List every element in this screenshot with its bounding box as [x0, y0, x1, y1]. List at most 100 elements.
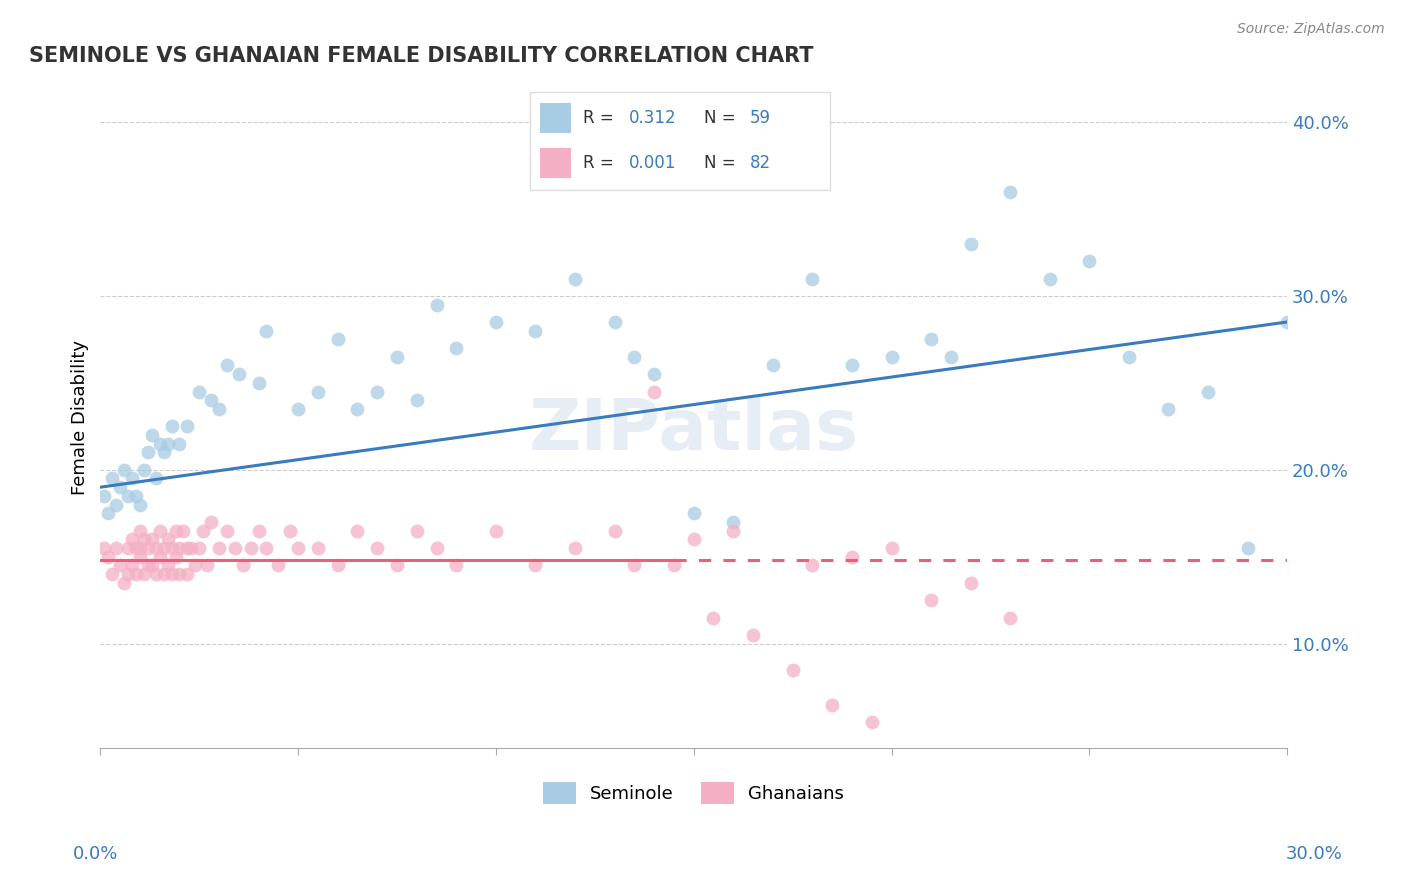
Point	[208, 401, 231, 416]
FancyBboxPatch shape	[530, 92, 831, 190]
Point	[112, 463, 135, 477]
Bar	[540, 148, 571, 178]
Point	[307, 384, 329, 399]
Point	[160, 419, 183, 434]
Point	[880, 541, 903, 555]
Point	[880, 350, 903, 364]
Point	[485, 315, 508, 329]
Point	[998, 610, 1021, 624]
Point	[287, 541, 309, 555]
Point	[267, 558, 290, 573]
Point	[156, 533, 179, 547]
Point	[129, 524, 152, 538]
Point	[1275, 315, 1298, 329]
Point	[112, 575, 135, 590]
Point	[215, 359, 238, 373]
Point	[121, 471, 143, 485]
Point	[682, 506, 704, 520]
Point	[141, 533, 163, 547]
Point	[228, 367, 250, 381]
Point	[1039, 271, 1062, 285]
Point	[564, 271, 586, 285]
Point	[136, 541, 159, 555]
Point	[346, 401, 368, 416]
Point	[643, 367, 665, 381]
Point	[165, 524, 187, 538]
Point	[169, 541, 191, 555]
Point	[132, 463, 155, 477]
Point	[256, 541, 278, 555]
Text: R =: R =	[583, 154, 613, 172]
Text: N =: N =	[703, 109, 735, 127]
Point	[959, 236, 981, 251]
Point	[152, 541, 174, 555]
Text: 0.0%: 0.0%	[73, 845, 118, 863]
Point	[346, 524, 368, 538]
Point	[184, 558, 207, 573]
Point	[156, 436, 179, 450]
Point	[108, 480, 131, 494]
Point	[136, 445, 159, 459]
Point	[188, 541, 211, 555]
Point	[623, 558, 645, 573]
Point	[287, 401, 309, 416]
Point	[172, 524, 194, 538]
Point	[603, 524, 626, 538]
Point	[208, 541, 231, 555]
Point	[723, 524, 745, 538]
Point	[920, 332, 942, 346]
Legend: Seminole, Ghanaians: Seminole, Ghanaians	[536, 775, 851, 812]
Point	[1197, 384, 1219, 399]
Point	[160, 541, 183, 555]
Point	[117, 567, 139, 582]
Text: 59: 59	[749, 109, 770, 127]
Point	[385, 558, 408, 573]
Text: 30.0%: 30.0%	[1286, 845, 1343, 863]
Point	[121, 558, 143, 573]
Y-axis label: Female Disability: Female Disability	[72, 340, 89, 495]
Point	[108, 558, 131, 573]
Point	[132, 533, 155, 547]
Point	[959, 575, 981, 590]
Point	[920, 593, 942, 607]
Point	[326, 558, 349, 573]
Point	[366, 541, 388, 555]
Point	[860, 714, 883, 729]
Point	[200, 393, 222, 408]
Point	[129, 498, 152, 512]
Point	[564, 541, 586, 555]
Point	[682, 533, 704, 547]
Point	[165, 549, 187, 564]
Text: ZIPatlas: ZIPatlas	[529, 396, 859, 466]
Point	[195, 558, 218, 573]
Point	[702, 610, 724, 624]
Point	[101, 567, 124, 582]
Point	[446, 558, 468, 573]
Point	[105, 541, 128, 555]
Point	[152, 445, 174, 459]
Point	[643, 384, 665, 399]
Point	[524, 324, 547, 338]
Point	[446, 341, 468, 355]
Point	[125, 567, 148, 582]
Point	[1236, 541, 1258, 555]
Point	[169, 436, 191, 450]
Point	[1118, 350, 1140, 364]
Point	[307, 541, 329, 555]
Point	[152, 567, 174, 582]
Point	[762, 359, 785, 373]
Point	[93, 541, 115, 555]
Point	[176, 567, 198, 582]
Point	[160, 567, 183, 582]
Point	[1157, 401, 1180, 416]
Point	[224, 541, 246, 555]
Point	[193, 524, 215, 538]
Point	[485, 524, 508, 538]
Point	[405, 393, 427, 408]
Point	[141, 428, 163, 442]
Point	[145, 471, 167, 485]
Point	[129, 541, 152, 555]
Point	[97, 506, 120, 520]
Point	[603, 315, 626, 329]
Text: 0.312: 0.312	[630, 109, 676, 127]
